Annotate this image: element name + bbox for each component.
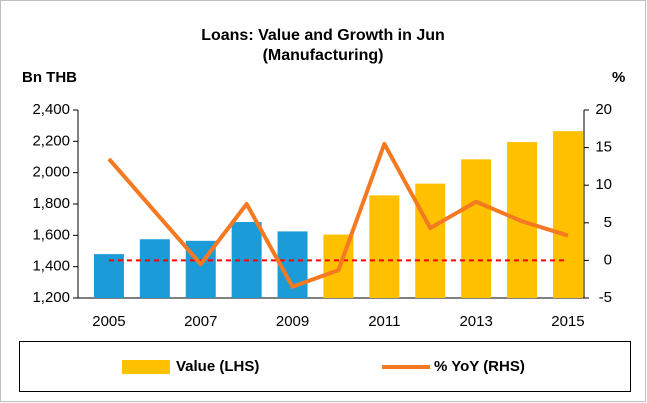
chart-subtitle: (Manufacturing) bbox=[263, 47, 384, 64]
bar bbox=[93, 254, 124, 298]
x-tick-label: 2015 bbox=[551, 313, 584, 330]
y-tick-label: 2,200 bbox=[32, 132, 70, 149]
y-tick-label: 1,400 bbox=[32, 258, 70, 275]
bar bbox=[139, 239, 170, 298]
y2-tick-label: 0 bbox=[604, 251, 612, 268]
y-tick-label: 2,000 bbox=[32, 164, 70, 181]
bar bbox=[461, 159, 492, 298]
bar bbox=[415, 183, 446, 298]
x-tick-label: 2011 bbox=[368, 313, 400, 330]
bar bbox=[369, 195, 400, 298]
bar bbox=[552, 131, 583, 298]
legend-label: % YoY (RHS) bbox=[434, 358, 525, 375]
legend-box bbox=[19, 341, 631, 392]
y-axis-label: Bn THB bbox=[22, 69, 77, 86]
y2-tick-label: 20 bbox=[595, 101, 612, 118]
chart-title: Loans: Value and Growth in Jun bbox=[201, 27, 445, 44]
y2-tick-label: -5 bbox=[599, 289, 612, 306]
y-tick-label: 2,400 bbox=[32, 101, 70, 118]
legend-label: Value (LHS) bbox=[176, 358, 259, 375]
y-tick-label: 1,800 bbox=[32, 195, 70, 212]
y2-tick-label: 10 bbox=[595, 176, 612, 193]
y-tick-label: 1,200 bbox=[32, 289, 70, 306]
y2-axis-label: % bbox=[612, 69, 625, 86]
y2-tick-label: 15 bbox=[595, 139, 612, 156]
legend-swatch bbox=[122, 360, 170, 374]
line-series bbox=[107, 141, 569, 289]
x-tick-label: 2005 bbox=[92, 313, 125, 330]
y2-tick-label: 5 bbox=[604, 214, 612, 231]
x-tick-label: 2009 bbox=[276, 313, 309, 330]
y-tick-label: 1,600 bbox=[32, 226, 70, 243]
x-tick-label: 2013 bbox=[459, 313, 492, 330]
x-tick-label: 2007 bbox=[184, 313, 217, 330]
